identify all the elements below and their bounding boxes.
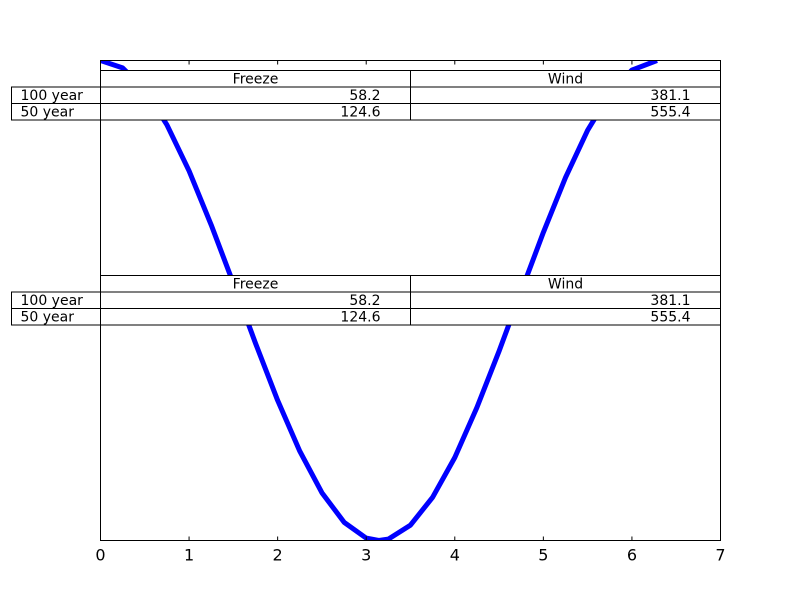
x-tick-label: 2 — [273, 546, 283, 565]
table-cell-value: 124.6 — [340, 310, 380, 326]
table-column-header: Freeze — [233, 72, 279, 88]
x-tick-label: 0 — [95, 546, 105, 565]
table-row-label: 100 year — [21, 293, 84, 309]
x-tick-label: 6 — [627, 546, 637, 565]
table-cell-value: 381.1 — [650, 88, 690, 104]
x-tick-label: 1 — [184, 546, 194, 565]
table-cell — [410, 308, 721, 326]
data-table: Freeze Wind 100 year 58.2 381.1 50 year 124.6 5… — [11, 275, 721, 326]
x-tick-label: 7 — [715, 546, 725, 565]
x-tick-label: 5 — [538, 546, 548, 565]
table-cell-value: 124.6 — [340, 105, 380, 121]
table-row-label: 50 year — [21, 105, 75, 121]
table-column-header: Wind — [548, 277, 583, 293]
x-tick-label: 4 — [450, 546, 460, 565]
table-row-label: 100 year — [21, 88, 84, 104]
data-table: Freeze Wind 100 year 58.2 381.1 50 year 124.6 5… — [11, 70, 721, 121]
table-cell-value: 555.4 — [650, 105, 690, 121]
table-cell-value: 555.4 — [650, 310, 690, 326]
table-cell — [410, 103, 721, 121]
table-row-label: 50 year — [21, 310, 75, 326]
table-cell-value: 381.1 — [650, 293, 690, 309]
table-column-header: Wind — [548, 72, 583, 88]
table-cell-value: 58.2 — [349, 293, 380, 309]
x-tick-label: 3 — [361, 546, 371, 565]
table-cell-value: 58.2 — [349, 88, 380, 104]
series-line-0 — [100, 60, 658, 541]
table-column-header: Freeze — [233, 277, 279, 293]
